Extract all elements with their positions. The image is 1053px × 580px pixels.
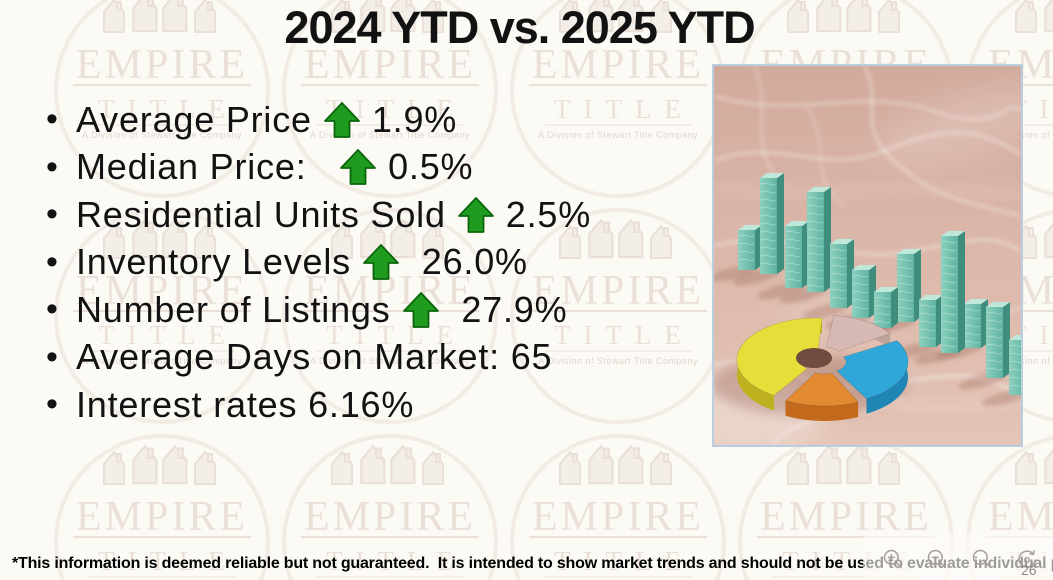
bullet-dot: • xyxy=(46,147,59,186)
slide-title: 2024 YTD vs. 2025 YTD xyxy=(284,2,755,53)
magnifier-plus-icon xyxy=(883,549,903,569)
bullet-dot: • xyxy=(46,100,59,139)
bullet-dot: • xyxy=(46,242,59,281)
bullet-dot: • xyxy=(46,195,59,234)
bullet-item-6: • Average Days on Market: 65 xyxy=(46,334,591,382)
bullet-item-7: • Interest rates 6.16% xyxy=(46,381,591,429)
bullet-label: Interest rates 6.16% xyxy=(76,383,415,425)
bullet-value: 2.5% xyxy=(505,193,592,235)
bullet-item-5: • Number of Listings 27.9% xyxy=(46,286,591,334)
bullet-dot: • xyxy=(46,385,59,424)
bullet-item-4: • Inventory Levels 26.0% xyxy=(46,239,591,287)
up-arrow-icon xyxy=(340,149,377,186)
bullet-label: Average Price xyxy=(76,98,312,140)
bullet-dot: • xyxy=(46,290,59,329)
bullet-label: Average Days on Market: 65 xyxy=(76,336,553,378)
rotate-button[interactable] xyxy=(1014,546,1040,572)
rotate-icon xyxy=(1018,550,1036,568)
up-arrow-icon xyxy=(323,101,360,138)
up-arrow-icon xyxy=(363,244,399,281)
bullet-value: 0.5% xyxy=(388,146,474,188)
up-arrow-icon xyxy=(402,291,439,328)
search-button[interactable] xyxy=(969,546,995,572)
bullet-label: Inventory Levels xyxy=(76,241,351,283)
bullet-value: 27.9% xyxy=(450,288,568,330)
up-arrow-icon xyxy=(457,196,494,233)
market-3d-chart-image xyxy=(712,64,1023,447)
bullet-item-1: • Average Price 1.9% xyxy=(46,96,591,144)
bullet-label: Number of Listings xyxy=(76,288,391,330)
bullet-value: 26.0% xyxy=(410,241,528,283)
zoom-in-button[interactable] xyxy=(880,546,906,572)
zoom-out-button[interactable] xyxy=(924,546,950,572)
magnifier-minus-icon xyxy=(927,549,947,569)
bullet-item-2: • Median Price: 0.5% xyxy=(46,144,591,192)
page-number: 26 xyxy=(1021,562,1037,578)
bullet-dot: • xyxy=(46,337,59,376)
magnifier-icon xyxy=(972,549,992,569)
bullet-label: Residential Units Sold xyxy=(76,193,446,235)
bullet-item-3: • Residential Units Sold 2.5% xyxy=(46,191,591,239)
bullet-label: Median Price: xyxy=(76,146,329,188)
viewer-zoom-toolbar xyxy=(863,534,1053,580)
bullet-value: 1.9% xyxy=(371,98,458,140)
bullet-list: • Average Price 1.9% • Median Price: 0.5% • Re… xyxy=(46,96,591,429)
